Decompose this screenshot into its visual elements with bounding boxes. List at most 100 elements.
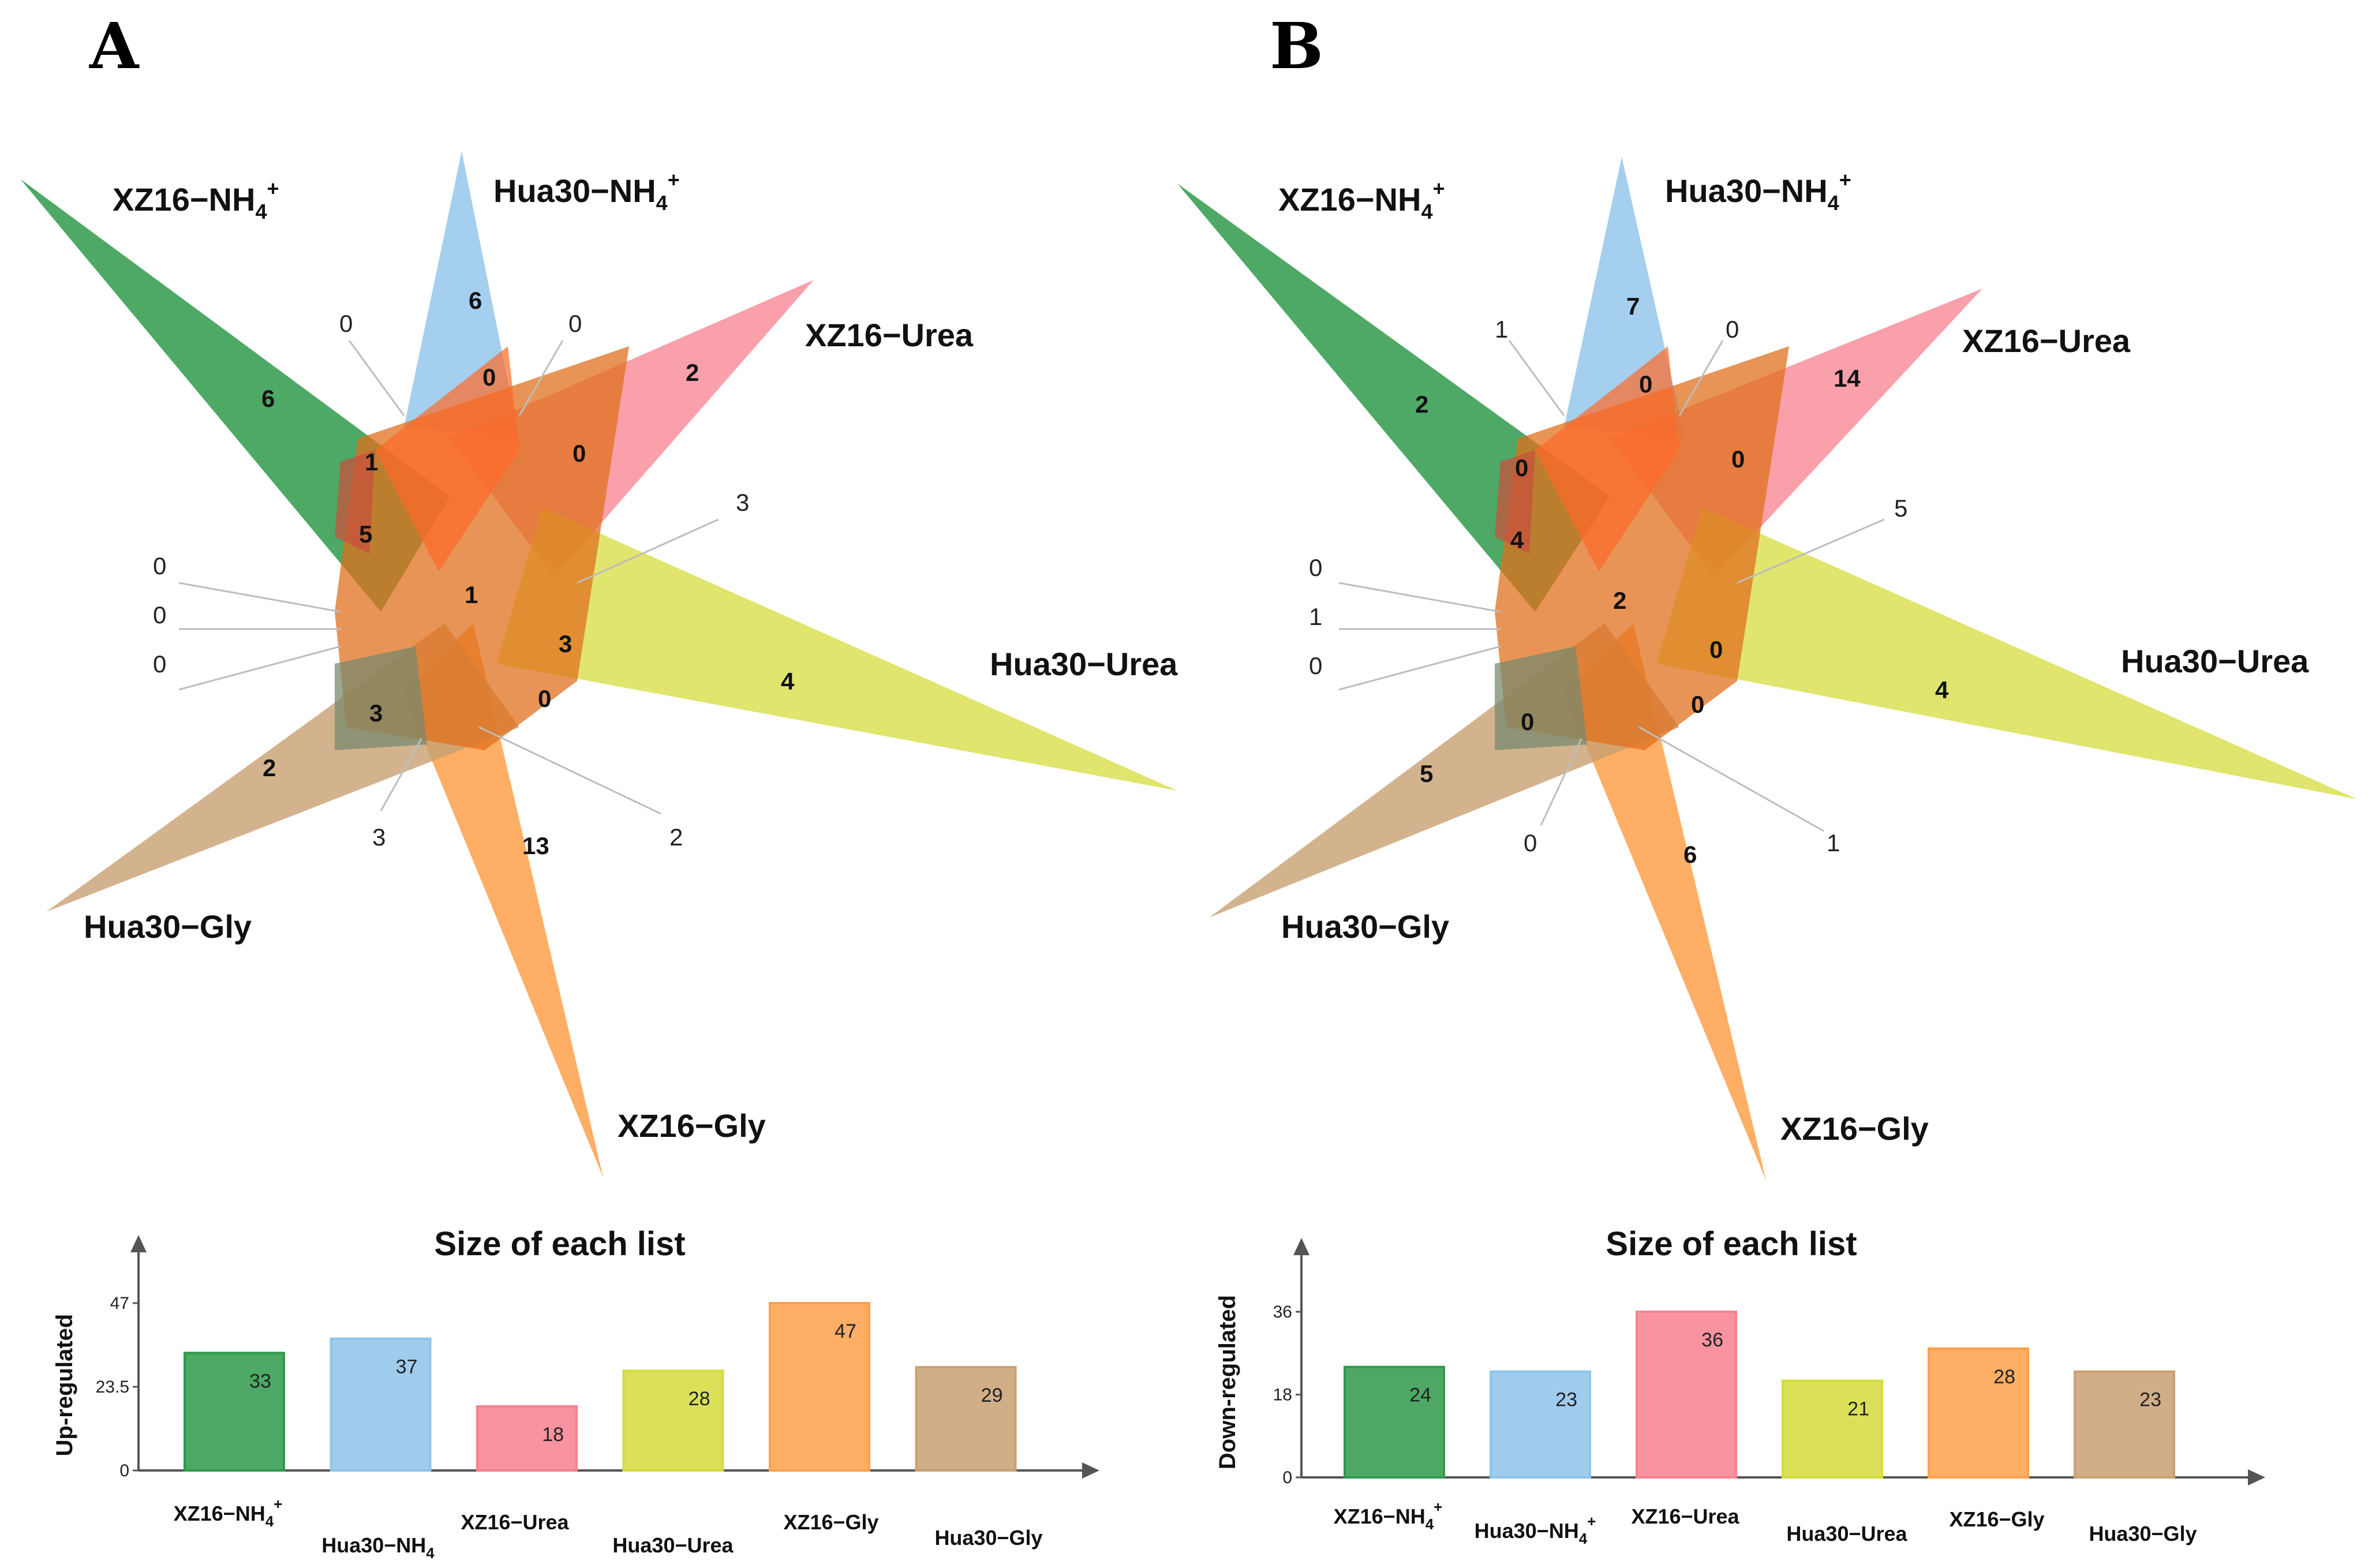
bar-b-bar-4 <box>1928 1347 2029 1479</box>
bar-a-cat-0: XZ16−NH4+ <box>174 1495 283 1530</box>
bar-a-cat-4: XZ16−Gly <box>783 1510 878 1534</box>
venn-a-region-12: 3 <box>369 699 383 727</box>
venn-a-outer-0: 0 <box>339 310 353 337</box>
petal-xz16-gly <box>404 623 603 1177</box>
venn-a-region-3: 4 <box>781 668 795 695</box>
venn-b-region-8: 0 <box>1515 454 1528 481</box>
bar-a-cat-2: XZ16−Urea <box>461 1510 569 1534</box>
overlap-b-upper <box>1535 346 1679 571</box>
panel-a-letter: A <box>89 9 140 83</box>
bar-b-bar-label-5: 23 <box>2139 1389 2161 1411</box>
venn-a-region-5: 2 <box>263 754 276 781</box>
venn-b-region-9: 4 <box>1510 526 1524 553</box>
bar-a-bar-label-4: 47 <box>835 1320 856 1342</box>
bar-b-bar-label-1: 23 <box>1555 1389 1577 1411</box>
venn-a-region-0: 6 <box>261 385 275 412</box>
bar-b-bar-label-2: 36 <box>1701 1329 1723 1351</box>
venn-a-region-1: 6 <box>469 287 482 314</box>
venn-b-outer-0: 1 <box>1495 316 1508 343</box>
venn-b-region-13: 0 <box>1691 691 1704 718</box>
bar-b-ticks: 0 18 36 <box>1273 1303 1301 1487</box>
bar-b-cat-2: XZ16−Urea <box>1631 1505 1739 1528</box>
bar-a-bar-label-0: 33 <box>249 1370 271 1392</box>
bar-a-bar-4 <box>769 1302 870 1472</box>
overlap-lower-left <box>335 646 427 750</box>
bar-a-cat-5: Hua30−Gly <box>934 1526 1042 1550</box>
bar-b-yaxis-arrow <box>1293 1238 1310 1255</box>
venn-a-outer-3: 0 <box>153 552 166 579</box>
bar-b-ytick-2: 36 <box>1273 1303 1292 1322</box>
petal-hua30-urea <box>496 508 1177 791</box>
bar-a-ylabel: Up-regulated <box>52 1314 77 1457</box>
bar-b-title: Size of each list <box>1606 1225 1857 1263</box>
venn-a-label-2: XZ16−Urea <box>805 317 974 353</box>
bar-a-ticks: 0 23.5 47 <box>96 1294 139 1480</box>
venn-a-region-4: 13 <box>522 832 549 859</box>
venn-a-region-10: 1 <box>465 581 478 608</box>
venn-b-outer-1: 0 <box>1726 316 1739 343</box>
venn-b-outer-7: 1 <box>1827 829 1840 856</box>
bar-b-cat-4: XZ16−Gly <box>1949 1507 2044 1531</box>
venn-a-label-4: XZ16−Gly <box>618 1107 766 1144</box>
venn-b-region-2: 14 <box>1834 365 1861 392</box>
bar-a-xaxis-arrow <box>1082 1462 1099 1479</box>
venn-a-outer-7: 2 <box>669 824 683 851</box>
bar-b-bar-1 <box>1490 1370 1591 1479</box>
venn-a-region-7: 0 <box>573 440 586 467</box>
bar-a-bars: 33 37 18 28 47 29 <box>184 1302 1017 1472</box>
venn-a-label-0: XZ16−NH4+ <box>113 177 279 223</box>
bar-a-bar-5 <box>915 1366 1017 1472</box>
overlap-left-notch <box>335 450 375 554</box>
bar-a-cat-3: Hua30−Urea <box>612 1533 734 1557</box>
venn-a-region-2: 2 <box>686 359 699 386</box>
bar-b-ytick-0: 0 <box>1282 1468 1292 1487</box>
bar-b-bar-5 <box>2074 1370 2175 1479</box>
venn-a-outer-1: 0 <box>568 310 582 337</box>
venn-a-region-13: 0 <box>538 685 551 712</box>
bar-a-ytick-2: 47 <box>110 1294 129 1313</box>
venn-b-region-1: 7 <box>1626 293 1640 320</box>
bar-a-bar-label-3: 28 <box>689 1388 710 1410</box>
panel-a: A <box>20 9 1178 1562</box>
venn-a-label-5: Hua30−Gly <box>84 908 252 945</box>
panel-b-letter: B <box>1270 9 1323 83</box>
venn-b-region-6: 0 <box>1639 371 1652 398</box>
venn-b-region-7: 0 <box>1731 446 1745 473</box>
venn-a-region-6: 0 <box>482 364 496 391</box>
venn-a-outer-6: 3 <box>372 824 386 851</box>
bar-b-bar-3 <box>1782 1379 1883 1479</box>
bar-a-ytick-1: 23.5 <box>96 1378 129 1397</box>
overlap-b-left-notch <box>1495 450 1535 554</box>
venn-a-label-3: Hua30−Urea <box>990 646 1178 682</box>
venn-b-region-4: 6 <box>1683 841 1697 868</box>
bar-a-title: Size of each list <box>434 1225 685 1263</box>
venn-b-region-10: 2 <box>1613 587 1626 614</box>
overlap-upper <box>375 346 519 571</box>
bar-b-ytick-1: 18 <box>1273 1386 1292 1405</box>
petal-b-hua30-urea <box>1656 508 2358 799</box>
bar-a-bar-1 <box>330 1337 432 1472</box>
bar-a-yaxis-arrow <box>130 1235 147 1252</box>
venn-b-label-4: XZ16−Gly <box>1780 1110 1929 1147</box>
venn-b-label-0: XZ16−NH4+ <box>1278 177 1445 223</box>
bar-b-bars: 24 23 36 21 28 23 <box>1344 1311 2175 1479</box>
bar-b-cat-5: Hua30−Gly <box>2089 1522 2197 1545</box>
venn-a-outer-2: 3 <box>736 489 749 516</box>
venn-b-label-2: XZ16−Urea <box>1962 323 2131 359</box>
venn-a-outer-5: 0 <box>153 650 166 678</box>
venn-b-outer-6: 0 <box>1524 829 1537 856</box>
venn-a-region-11: 3 <box>559 630 572 657</box>
bar-a-bar-3 <box>622 1369 724 1472</box>
bar-b-bar-label-3: 21 <box>1847 1398 1869 1420</box>
bar-a-bar-label-2: 18 <box>542 1424 564 1446</box>
venn-b-region-0: 2 <box>1415 391 1428 418</box>
bar-a-ytick-0: 0 <box>119 1461 129 1480</box>
venn-b-region-3: 4 <box>1935 676 1949 703</box>
bar-b-xaxis-arrow <box>2248 1469 2265 1485</box>
bar-chart-b: Size of each list Down-regulated 24 23362… <box>1215 1225 2265 1547</box>
bar-b-cat-1: Hua30−NH4+ <box>1475 1513 1596 1547</box>
venn-a-region-9: 5 <box>359 521 372 548</box>
venn-b-region-12: 0 <box>1521 708 1534 735</box>
venn-a-region-8: 1 <box>365 448 378 476</box>
